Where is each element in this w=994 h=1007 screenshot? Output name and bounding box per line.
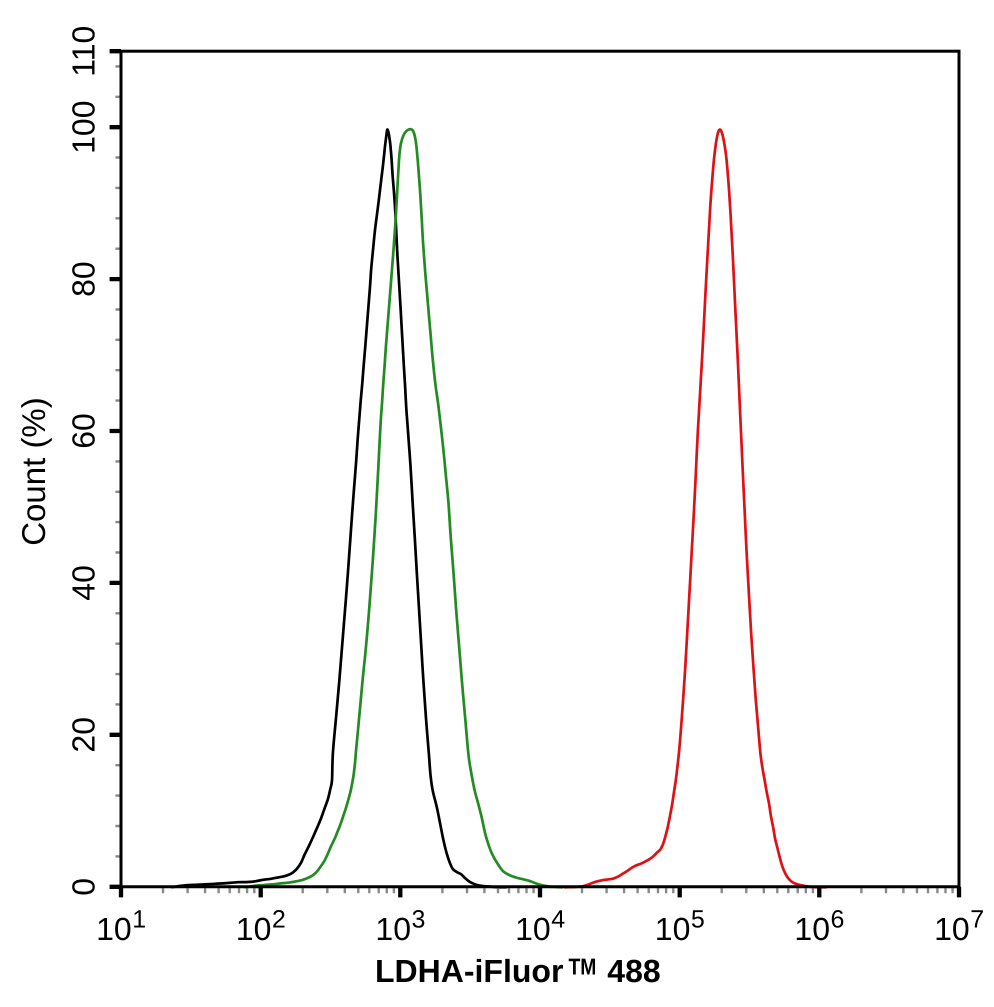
svg-text:7: 7 [970, 906, 984, 934]
svg-text:5: 5 [691, 906, 705, 934]
svg-text:6: 6 [831, 906, 845, 934]
svg-text:TM: TM [569, 954, 597, 980]
svg-text:4: 4 [551, 906, 565, 934]
svg-text:10: 10 [655, 911, 691, 947]
svg-text:20: 20 [66, 717, 102, 753]
svg-text:0: 0 [66, 878, 102, 896]
svg-text:110: 110 [66, 26, 102, 77]
svg-text:60: 60 [66, 413, 102, 449]
svg-text:3: 3 [412, 906, 426, 934]
svg-text:10: 10 [794, 911, 830, 947]
svg-text:LDHA-iFluor: LDHA-iFluor [375, 953, 563, 989]
svg-text:10: 10 [934, 911, 970, 947]
svg-text:80: 80 [66, 261, 102, 297]
svg-text:Count (%): Count (%) [15, 397, 52, 546]
svg-text:40: 40 [66, 565, 102, 601]
svg-text:100: 100 [66, 101, 102, 154]
svg-text:2: 2 [272, 906, 286, 934]
svg-text:10: 10 [515, 911, 551, 947]
svg-text:10: 10 [96, 911, 132, 947]
svg-text:10: 10 [236, 911, 272, 947]
svg-text:1: 1 [132, 906, 146, 934]
svg-text:488: 488 [607, 953, 660, 989]
svg-text:10: 10 [375, 911, 411, 947]
